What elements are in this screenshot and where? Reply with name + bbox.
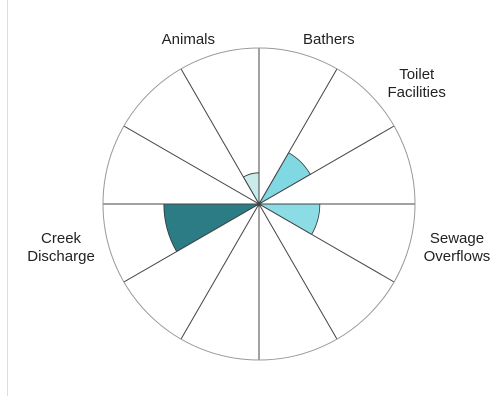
radial-line bbox=[180, 68, 260, 205]
category-label: Animals bbox=[162, 31, 215, 48]
radial-line bbox=[180, 203, 260, 340]
radial-line bbox=[123, 125, 260, 205]
category-label: Bathers bbox=[303, 31, 355, 48]
radial-line bbox=[258, 68, 338, 205]
radial-line bbox=[258, 125, 395, 205]
category-label: Sewage Overflows bbox=[424, 230, 491, 265]
category-label: Creek Discharge bbox=[27, 230, 95, 265]
radial-line bbox=[258, 203, 395, 283]
category-label: Toilet Facilities bbox=[388, 66, 446, 101]
radial-line bbox=[258, 203, 338, 340]
outer-circle bbox=[102, 47, 416, 361]
radial-line bbox=[123, 203, 260, 283]
